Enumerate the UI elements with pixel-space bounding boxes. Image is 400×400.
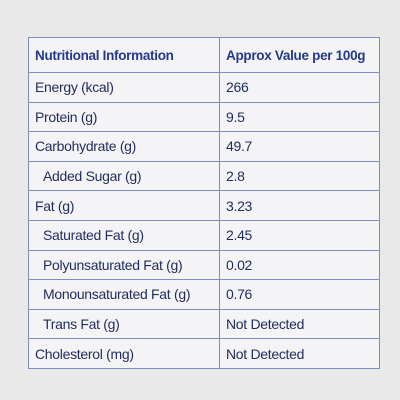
- value: 9.5: [219, 101, 380, 133]
- nutrient: Polyunsaturated Fat (g): [28, 249, 220, 281]
- row: Polyunsaturated Fat (g) 0.02: [28, 249, 380, 281]
- value: 2.45: [219, 219, 380, 251]
- nutrient: Fat (g): [28, 190, 220, 221]
- nutrient: Added Sugar (g): [28, 160, 220, 192]
- row: Energy (kcal) 266: [28, 72, 380, 103]
- nutrient: Trans Fat (g): [28, 308, 220, 340]
- value: 0.02: [219, 249, 380, 281]
- nutrient: Cholesterol (mg): [28, 338, 220, 369]
- value: 0.76: [219, 279, 380, 310]
- value: Not Detected: [219, 338, 380, 369]
- value: Not Detected: [219, 308, 380, 340]
- header-cell: Approx Value per 100g: [219, 37, 380, 73]
- value: 3.23: [219, 190, 380, 221]
- value: 266: [219, 72, 380, 103]
- header-row: Nutritional Information Approx Value per…: [28, 37, 380, 73]
- row: Carbohydrate (g) 49.7: [28, 131, 380, 162]
- row: Cholesterol (mg) Not Detected: [28, 338, 380, 369]
- nutrient: Energy (kcal): [28, 72, 220, 103]
- row: Fat (g) 3.23: [28, 190, 380, 221]
- nutrient: Saturated Fat (g): [28, 219, 220, 251]
- row: Saturated Fat (g) 2.45: [28, 219, 380, 251]
- row: Monounsaturated Fat (g) 0.76: [28, 279, 380, 310]
- nutrient: Monounsaturated Fat (g): [28, 279, 220, 310]
- nutrition-table: Nutritional Information Approx Value per…: [28, 37, 380, 369]
- nutrient: Carbohydrate (g): [28, 131, 220, 162]
- header-cell: Nutritional Information: [28, 37, 220, 73]
- nutrient: Protein (g): [28, 101, 220, 133]
- value: 2.8: [219, 160, 380, 192]
- value: 49.7: [219, 131, 380, 162]
- row: Protein (g) 9.5: [28, 101, 380, 133]
- table-wrap: Nutritional Information Approx Value per…: [28, 37, 380, 369]
- row: Added Sugar (g) 2.8: [28, 160, 380, 192]
- row: Trans Fat (g) Not Detected: [28, 308, 380, 340]
